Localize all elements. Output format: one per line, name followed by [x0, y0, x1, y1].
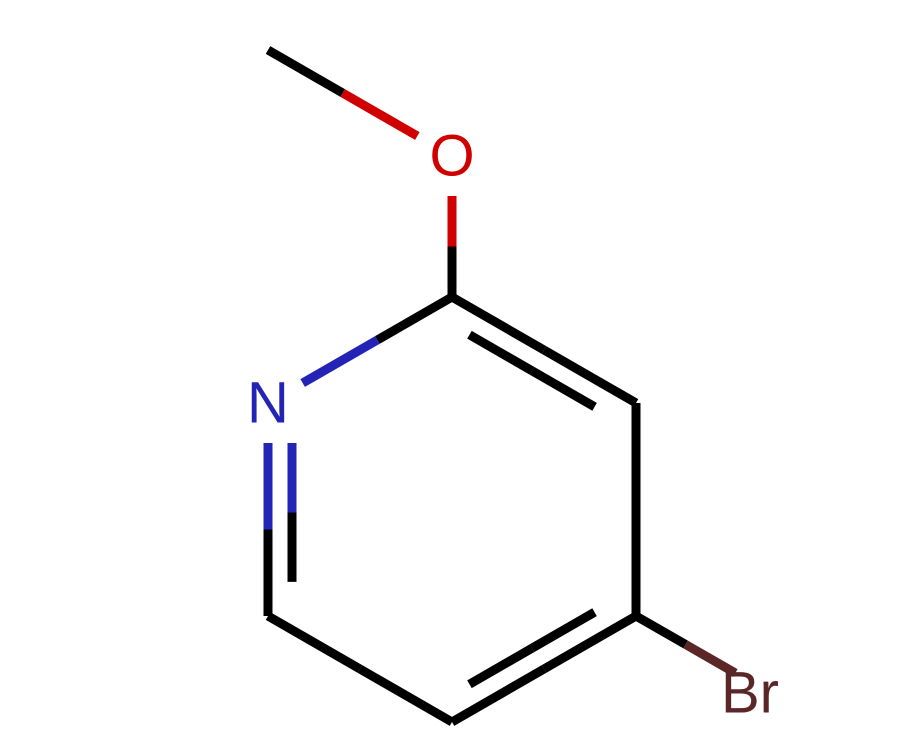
atom-label-n: N [247, 371, 289, 436]
bond-segment [452, 669, 544, 722]
atom-label-br: Br [721, 661, 779, 726]
bond-segment [268, 616, 360, 669]
bond-segment [303, 340, 378, 383]
bond-segment [636, 616, 686, 645]
bond-segment [268, 50, 343, 93]
bond-segment [343, 93, 418, 136]
bond-layer [268, 50, 735, 722]
bond-segment [452, 297, 544, 350]
bond-segment [544, 616, 636, 669]
molecule-canvas: N O Br [0, 0, 905, 745]
atom-label-o: O [429, 124, 474, 189]
bond-segment [377, 297, 452, 340]
bond-segment [544, 350, 636, 403]
bond-segment [360, 669, 452, 722]
atom-label-layer: N O Br [247, 124, 779, 726]
